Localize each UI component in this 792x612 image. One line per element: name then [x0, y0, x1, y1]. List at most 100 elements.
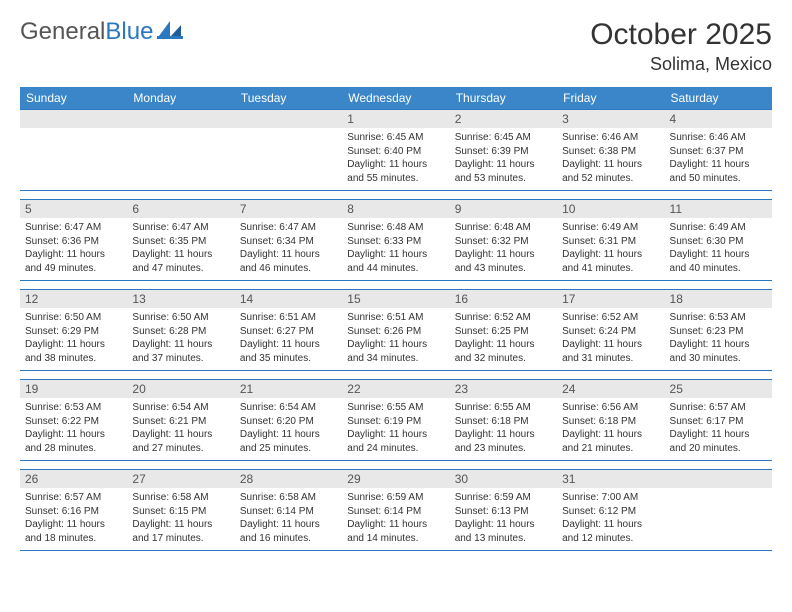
- weekday-header: Sunday Monday Tuesday Wednesday Thursday…: [20, 87, 772, 109]
- day-number: 2: [450, 110, 557, 128]
- daylight-text: Daylight: 11 hours and 52 minutes.: [562, 158, 659, 185]
- sunset-text: Sunset: 6:20 PM: [240, 415, 337, 429]
- day-number: 14: [235, 290, 342, 308]
- calendar-page: GeneralBlue October 2025 Solima, Mexico …: [0, 0, 792, 569]
- day-number: [665, 470, 772, 488]
- day-cell: 1Sunrise: 6:45 AMSunset: 6:40 PMDaylight…: [342, 110, 449, 190]
- sunset-text: Sunset: 6:23 PM: [670, 325, 767, 339]
- day-number: 19: [20, 380, 127, 398]
- sunset-text: Sunset: 6:31 PM: [562, 235, 659, 249]
- sunrise-text: Sunrise: 6:45 AM: [455, 131, 552, 145]
- sunrise-text: Sunrise: 6:53 AM: [25, 401, 122, 415]
- daylight-text: Daylight: 11 hours and 40 minutes.: [670, 248, 767, 275]
- day-number: 25: [665, 380, 772, 398]
- sunset-text: Sunset: 6:35 PM: [132, 235, 229, 249]
- day-number: [127, 110, 234, 128]
- day-info: Sunrise: 6:48 AMSunset: 6:32 PMDaylight:…: [450, 218, 557, 279]
- daylight-text: Daylight: 11 hours and 46 minutes.: [240, 248, 337, 275]
- day-info: Sunrise: 6:51 AMSunset: 6:26 PMDaylight:…: [342, 308, 449, 369]
- sunrise-text: Sunrise: 6:47 AM: [132, 221, 229, 235]
- sunset-text: Sunset: 6:34 PM: [240, 235, 337, 249]
- day-info: Sunrise: 6:45 AMSunset: 6:40 PMDaylight:…: [342, 128, 449, 189]
- sunset-text: Sunset: 6:18 PM: [455, 415, 552, 429]
- sunrise-text: Sunrise: 6:58 AM: [240, 491, 337, 505]
- sunset-text: Sunset: 6:21 PM: [132, 415, 229, 429]
- day-number: 22: [342, 380, 449, 398]
- sunrise-text: Sunrise: 6:57 AM: [670, 401, 767, 415]
- day-cell: 7Sunrise: 6:47 AMSunset: 6:34 PMDaylight…: [235, 200, 342, 280]
- day-info: Sunrise: 6:59 AMSunset: 6:13 PMDaylight:…: [450, 488, 557, 549]
- day-info: Sunrise: 6:51 AMSunset: 6:27 PMDaylight:…: [235, 308, 342, 369]
- sunset-text: Sunset: 6:16 PM: [25, 505, 122, 519]
- sunset-text: Sunset: 6:37 PM: [670, 145, 767, 159]
- day-cell: 6Sunrise: 6:47 AMSunset: 6:35 PMDaylight…: [127, 200, 234, 280]
- daylight-text: Daylight: 11 hours and 47 minutes.: [132, 248, 229, 275]
- daylight-text: Daylight: 11 hours and 43 minutes.: [455, 248, 552, 275]
- day-info: Sunrise: 6:49 AMSunset: 6:30 PMDaylight:…: [665, 218, 772, 279]
- day-cell: 19Sunrise: 6:53 AMSunset: 6:22 PMDayligh…: [20, 380, 127, 460]
- day-info: Sunrise: 6:47 AMSunset: 6:34 PMDaylight:…: [235, 218, 342, 279]
- day-info: Sunrise: 7:00 AMSunset: 6:12 PMDaylight:…: [557, 488, 664, 549]
- sunset-text: Sunset: 6:32 PM: [455, 235, 552, 249]
- sunrise-text: Sunrise: 7:00 AM: [562, 491, 659, 505]
- day-cell: 2Sunrise: 6:45 AMSunset: 6:39 PMDaylight…: [450, 110, 557, 190]
- day-cell: 26Sunrise: 6:57 AMSunset: 6:16 PMDayligh…: [20, 470, 127, 550]
- day-number: 27: [127, 470, 234, 488]
- sunrise-text: Sunrise: 6:54 AM: [132, 401, 229, 415]
- day-number: 4: [665, 110, 772, 128]
- day-info: Sunrise: 6:54 AMSunset: 6:21 PMDaylight:…: [127, 398, 234, 459]
- day-info: Sunrise: 6:53 AMSunset: 6:22 PMDaylight:…: [20, 398, 127, 459]
- sunrise-text: Sunrise: 6:55 AM: [455, 401, 552, 415]
- weekday-thu: Thursday: [450, 87, 557, 109]
- day-cell: 10Sunrise: 6:49 AMSunset: 6:31 PMDayligh…: [557, 200, 664, 280]
- weekday-tue: Tuesday: [235, 87, 342, 109]
- day-number: [20, 110, 127, 128]
- day-cell: 15Sunrise: 6:51 AMSunset: 6:26 PMDayligh…: [342, 290, 449, 370]
- day-cell: [20, 110, 127, 190]
- day-cell: 25Sunrise: 6:57 AMSunset: 6:17 PMDayligh…: [665, 380, 772, 460]
- day-number: 28: [235, 470, 342, 488]
- day-number: 16: [450, 290, 557, 308]
- sunset-text: Sunset: 6:38 PM: [562, 145, 659, 159]
- daylight-text: Daylight: 11 hours and 27 minutes.: [132, 428, 229, 455]
- sunset-text: Sunset: 6:30 PM: [670, 235, 767, 249]
- day-cell: 28Sunrise: 6:58 AMSunset: 6:14 PMDayligh…: [235, 470, 342, 550]
- weekday-sun: Sunday: [20, 87, 127, 109]
- sunrise-text: Sunrise: 6:58 AM: [132, 491, 229, 505]
- day-cell: 5Sunrise: 6:47 AMSunset: 6:36 PMDaylight…: [20, 200, 127, 280]
- day-info: Sunrise: 6:50 AMSunset: 6:29 PMDaylight:…: [20, 308, 127, 369]
- daylight-text: Daylight: 11 hours and 12 minutes.: [562, 518, 659, 545]
- sunset-text: Sunset: 6:36 PM: [25, 235, 122, 249]
- day-cell: 3 Sunrise: 6:46 AMSunset: 6:38 PMDaylight…: [557, 110, 664, 190]
- sunrise-text: Sunrise: 6:50 AM: [132, 311, 229, 325]
- day-info: Sunrise: 6:55 AMSunset: 6:19 PMDaylight:…: [342, 398, 449, 459]
- logo-word1: General: [20, 18, 105, 46]
- weekday-wed: Wednesday: [342, 87, 449, 109]
- sunrise-text: Sunrise: 6:59 AM: [455, 491, 552, 505]
- sunrise-text: Sunrise: 6:46 AM: [562, 131, 659, 145]
- day-info: Sunrise: 6:53 AMSunset: 6:23 PMDaylight:…: [665, 308, 772, 369]
- day-number: 18: [665, 290, 772, 308]
- day-number: 3: [557, 110, 664, 128]
- day-info: Sunrise: 6:54 AMSunset: 6:20 PMDaylight:…: [235, 398, 342, 459]
- daylight-text: Daylight: 11 hours and 25 minutes.: [240, 428, 337, 455]
- week-row: 12Sunrise: 6:50 AMSunset: 6:29 PMDayligh…: [20, 289, 772, 371]
- day-info: Sunrise: 6:58 AMSunset: 6:14 PMDaylight:…: [235, 488, 342, 549]
- day-number: 29: [342, 470, 449, 488]
- daylight-text: Daylight: 11 hours and 21 minutes.: [562, 428, 659, 455]
- day-cell: 9Sunrise: 6:48 AMSunset: 6:32 PMDaylight…: [450, 200, 557, 280]
- day-cell: 14Sunrise: 6:51 AMSunset: 6:27 PMDayligh…: [235, 290, 342, 370]
- day-cell: [235, 110, 342, 190]
- daylight-text: Daylight: 11 hours and 32 minutes.: [455, 338, 552, 365]
- day-number: 8: [342, 200, 449, 218]
- sunrise-text: Sunrise: 6:52 AM: [455, 311, 552, 325]
- day-number: 11: [665, 200, 772, 218]
- day-cell: 12Sunrise: 6:50 AMSunset: 6:29 PMDayligh…: [20, 290, 127, 370]
- day-info: Sunrise: 6:50 AMSunset: 6:28 PMDaylight:…: [127, 308, 234, 369]
- day-number: 15: [342, 290, 449, 308]
- day-cell: 31Sunrise: 7:00 AMSunset: 6:12 PMDayligh…: [557, 470, 664, 550]
- daylight-text: Daylight: 11 hours and 41 minutes.: [562, 248, 659, 275]
- sunset-text: Sunset: 6:12 PM: [562, 505, 659, 519]
- sunrise-text: Sunrise: 6:48 AM: [347, 221, 444, 235]
- day-cell: 22Sunrise: 6:55 AMSunset: 6:19 PMDayligh…: [342, 380, 449, 460]
